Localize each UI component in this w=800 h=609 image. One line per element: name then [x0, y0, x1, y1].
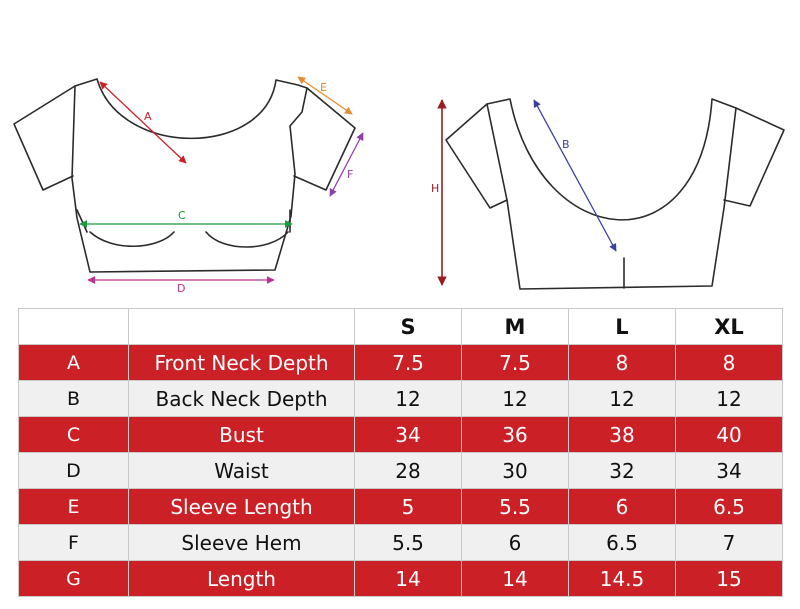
- table-row: B Back Neck Depth 12 12 12 12: [18, 380, 783, 417]
- cell-m: 7.5: [461, 344, 569, 381]
- cell-l: 38: [568, 416, 676, 453]
- table-row: C Bust 34 36 38 40: [18, 416, 783, 453]
- measurement-d: D: [87, 276, 275, 295]
- cell-l: 6.5: [568, 524, 676, 561]
- cell-xl: 12: [675, 380, 783, 417]
- cell-xl: 34: [675, 452, 783, 489]
- row-code: G: [18, 560, 129, 597]
- measurement-h: H: [431, 99, 447, 286]
- row-name: Back Neck Depth: [128, 380, 355, 417]
- cell-s: 5: [354, 488, 462, 525]
- row-name: Sleeve Length: [128, 488, 355, 525]
- header-code: [18, 308, 129, 345]
- cell-m: 6: [461, 524, 569, 561]
- header-size-xl: XL: [675, 308, 783, 345]
- row-code: E: [18, 488, 129, 525]
- table-row: E Sleeve Length 5 5.5 6 6.5: [18, 488, 783, 525]
- header-size-m: M: [461, 308, 569, 345]
- row-name: Sleeve Hem: [128, 524, 355, 561]
- row-code: A: [18, 344, 129, 381]
- cell-s: 12: [354, 380, 462, 417]
- table-row: D Waist 28 30 32 34: [18, 452, 783, 489]
- label-f: F: [347, 168, 353, 181]
- cell-l: 8: [568, 344, 676, 381]
- cell-m: 36: [461, 416, 569, 453]
- cell-m: 12: [461, 380, 569, 417]
- cell-m: 5.5: [461, 488, 569, 525]
- cell-s: 28: [354, 452, 462, 489]
- row-code: D: [18, 452, 129, 489]
- front-blouse-outline: [13, 78, 356, 273]
- cell-m: 30: [461, 452, 569, 489]
- cell-xl: 8: [675, 344, 783, 381]
- label-e: E: [320, 81, 327, 94]
- measurement-f: F: [329, 132, 364, 197]
- cell-l: 12: [568, 380, 676, 417]
- back-blouse-outline: [445, 98, 785, 290]
- table-row: A Front Neck Depth 7.5 7.5 8 8: [18, 344, 783, 381]
- header-measurement: [128, 308, 355, 345]
- measurement-a: A: [99, 81, 187, 164]
- label-a: A: [144, 110, 152, 123]
- cell-xl: 15: [675, 560, 783, 597]
- cell-s: 7.5: [354, 344, 462, 381]
- cell-s: 34: [354, 416, 462, 453]
- table-row: F Sleeve Hem 5.5 6 6.5 7: [18, 524, 783, 561]
- label-b: B: [562, 138, 570, 151]
- table-header-row: S M L XL: [18, 308, 783, 345]
- header-size-l: L: [568, 308, 676, 345]
- cell-xl: 6.5: [675, 488, 783, 525]
- blouse-measurement-diagram: A C D E F B H: [13, 76, 785, 295]
- header-size-s: S: [354, 308, 462, 345]
- measurement-b: B: [533, 99, 617, 252]
- cell-l: 14.5: [568, 560, 676, 597]
- row-name: Front Neck Depth: [128, 344, 355, 381]
- row-name: Bust: [128, 416, 355, 453]
- row-name: Waist: [128, 452, 355, 489]
- cell-xl: 7: [675, 524, 783, 561]
- row-code: B: [18, 380, 129, 417]
- label-d: D: [177, 282, 185, 295]
- cell-l: 6: [568, 488, 676, 525]
- measurement-e: E: [297, 76, 353, 115]
- cell-l: 32: [568, 452, 676, 489]
- row-name: Length: [128, 560, 355, 597]
- measurement-c: C: [79, 209, 293, 228]
- cell-xl: 40: [675, 416, 783, 453]
- cell-s: 5.5: [354, 524, 462, 561]
- row-code: F: [18, 524, 129, 561]
- label-h: H: [431, 182, 439, 195]
- table-row: G Length 14 14 14.5 15: [18, 560, 783, 597]
- row-code: C: [18, 416, 129, 453]
- cell-m: 14: [461, 560, 569, 597]
- label-c: C: [178, 209, 186, 222]
- size-chart-table: S M L XL A Front Neck Depth 7.5 7.5 8 8 …: [18, 308, 783, 597]
- cell-s: 14: [354, 560, 462, 597]
